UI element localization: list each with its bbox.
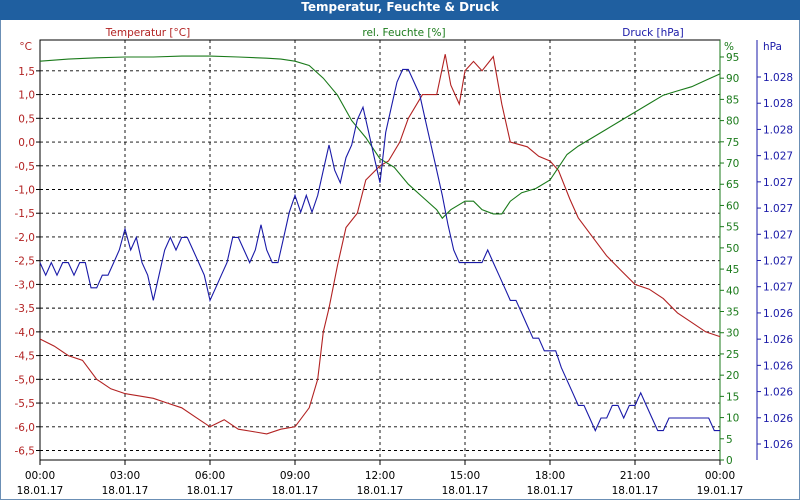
y-tick-label-left: -4,0 bbox=[15, 327, 36, 339]
y-tick-label-mid: 80 bbox=[726, 116, 739, 128]
y-tick-label-right: 1.028 bbox=[763, 124, 793, 136]
y-tick-label-left: -5,0 bbox=[15, 374, 36, 386]
y-tick-label-right: 1.027 bbox=[763, 282, 793, 294]
y-tick-label-left: 1,5 bbox=[18, 66, 35, 78]
y-tick-label-mid: 95 bbox=[726, 52, 739, 64]
y-tick-label-mid: 35 bbox=[726, 307, 739, 319]
unit-mid-axis: % bbox=[724, 41, 734, 53]
y-tick-label-right: 1.026 bbox=[763, 334, 793, 346]
x-tick-label-date: 18.01.17 bbox=[17, 485, 64, 497]
x-tick-label-date: 18.01.17 bbox=[612, 485, 659, 497]
y-tick-label-left: -2,0 bbox=[15, 232, 36, 244]
legend-temperature: Temperatur [°C] bbox=[105, 27, 190, 39]
title-bar bbox=[0, 0, 800, 20]
y-tick-label-right: 1.026 bbox=[763, 439, 793, 451]
y-tick-label-left: 0,5 bbox=[18, 113, 35, 125]
x-tick-label-time: 15:00 bbox=[450, 470, 480, 482]
y-tick-label-mid: 45 bbox=[726, 264, 739, 276]
y-tick-label-left: -4,5 bbox=[15, 351, 36, 363]
x-tick-label-date: 19.01.17 bbox=[697, 485, 744, 497]
x-tick-label-time: 09:00 bbox=[280, 470, 310, 482]
chart-title: Temperatur, Feuchte & Druck bbox=[301, 0, 499, 14]
y-tick-label-right: 1.028 bbox=[763, 72, 793, 84]
x-tick-label-date: 18.01.17 bbox=[442, 485, 489, 497]
unit-left-axis: °C bbox=[19, 41, 32, 53]
x-tick-label-date: 18.01.17 bbox=[102, 485, 149, 497]
grid-lines bbox=[40, 40, 720, 460]
y-tick-label-mid: 90 bbox=[726, 73, 739, 85]
x-tick-label-date: 18.01.17 bbox=[187, 485, 234, 497]
y-tick-label-right: 1.027 bbox=[763, 177, 793, 189]
temperature-line bbox=[39, 54, 721, 435]
x-tick-label-time: 06:00 bbox=[195, 470, 225, 482]
y-tick-label-left: 1,0 bbox=[18, 90, 35, 102]
y-tick-label-mid: 25 bbox=[726, 349, 739, 361]
y-tick-label-mid: 0 bbox=[726, 455, 733, 467]
y-tick-label-mid: 70 bbox=[726, 158, 739, 170]
y-tick-label-right: 1.027 bbox=[763, 256, 793, 268]
y-tick-label-left: -6,5 bbox=[15, 446, 36, 458]
y-tick-label-mid: 55 bbox=[726, 222, 739, 234]
legend-pressure: Druck [hPa] bbox=[622, 27, 683, 39]
y-tick-label-right: 1.027 bbox=[763, 229, 793, 241]
pressure-line bbox=[39, 68, 720, 432]
x-tick-label-time: 12:00 bbox=[365, 470, 395, 482]
y-tick-label-left: -2,5 bbox=[15, 256, 36, 268]
y-tick-label-right: 1.026 bbox=[763, 308, 793, 320]
y-tick-label-left: -0,5 bbox=[15, 161, 36, 173]
y-tick-label-right: 1.026 bbox=[763, 387, 793, 399]
y-tick-label-mid: 50 bbox=[726, 243, 739, 255]
y-tick-label-right: 1.028 bbox=[763, 98, 793, 110]
humidity-line bbox=[39, 55, 721, 220]
x-tick-label-date: 18.01.17 bbox=[272, 485, 319, 497]
x-tick-label-time: 03:00 bbox=[110, 470, 140, 482]
x-tick-label-time: 21:00 bbox=[620, 470, 650, 482]
y-tick-label-left: -3,0 bbox=[15, 279, 36, 291]
y-tick-label-mid: 60 bbox=[726, 200, 739, 212]
y-tick-label-mid: 30 bbox=[726, 328, 739, 340]
y-tick-label-left: -3,5 bbox=[15, 303, 36, 315]
y-tick-label-mid: 40 bbox=[726, 285, 739, 297]
y-tick-label-right: 1.026 bbox=[763, 413, 793, 425]
x-tick-label-date: 18.01.17 bbox=[527, 485, 574, 497]
y-tick-label-mid: 65 bbox=[726, 179, 739, 191]
y-tick-label-left: -1,0 bbox=[15, 184, 36, 196]
x-tick-label-time: 18:00 bbox=[535, 470, 565, 482]
y-tick-label-mid: 75 bbox=[726, 137, 739, 149]
y-tick-label-mid: 15 bbox=[726, 391, 739, 403]
y-tick-label-mid: 5 bbox=[726, 434, 733, 446]
y-tick-label-right: 1.027 bbox=[763, 203, 793, 215]
y-tick-label-left: -1,5 bbox=[15, 208, 36, 220]
legend-humidity: rel. Feuchte [%] bbox=[362, 27, 445, 39]
x-tick-label-date: 18.01.17 bbox=[357, 485, 404, 497]
y-tick-label-mid: 10 bbox=[726, 413, 739, 425]
x-tick-label-time: 00:00 bbox=[705, 470, 735, 482]
y-tick-label-mid: 20 bbox=[726, 370, 739, 382]
y-tick-label-left: 0,0 bbox=[18, 137, 35, 149]
unit-right-axis: hPa bbox=[763, 41, 782, 53]
y-tick-label-right: 1.026 bbox=[763, 360, 793, 372]
y-tick-label-left: -5,5 bbox=[15, 398, 36, 410]
y-tick-label-right: 1.027 bbox=[763, 151, 793, 163]
x-tick-label-time: 00:00 bbox=[25, 470, 55, 482]
y-tick-label-mid: 85 bbox=[726, 94, 739, 106]
y-tick-label-left: -6,0 bbox=[15, 422, 36, 434]
